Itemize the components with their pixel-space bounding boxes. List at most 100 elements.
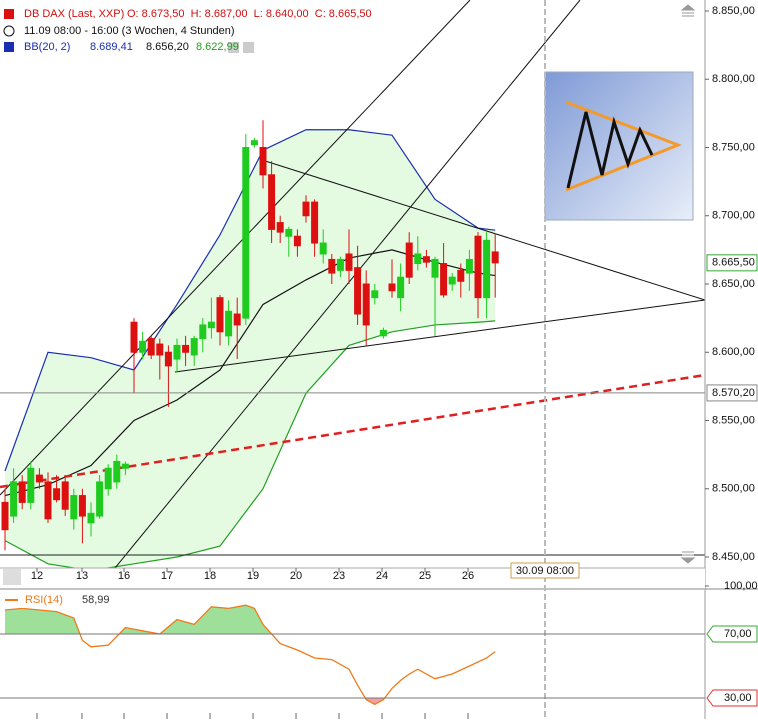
rsi-level-box — [706, 689, 758, 707]
candle-body — [293, 235, 301, 247]
x-tick-label: 25 — [419, 570, 431, 582]
rsi-legend: RSI(14) 58,99 — [0, 592, 130, 608]
candle-body — [35, 474, 43, 483]
legend-background — [0, 2, 262, 56]
x-tick-label: 20 — [290, 570, 302, 582]
date-axis — [0, 568, 705, 590]
thumbnail-box — [544, 71, 694, 221]
legend-background — [0, 592, 130, 608]
price-box-label: 8.665,50 — [712, 257, 755, 269]
price-plot — [0, 0, 705, 568]
candle-body — [362, 283, 370, 326]
y-tick-label: 8.600,00 — [712, 346, 755, 358]
legend-bands: BB(20, 2) — [24, 41, 70, 53]
candle-body — [491, 251, 499, 264]
candle-body — [233, 313, 241, 326]
price-box — [706, 384, 758, 402]
y-tick-label: 8.700,00 — [712, 210, 755, 222]
candle-body — [457, 269, 465, 282]
candle-body — [319, 242, 327, 255]
candles — [1, 120, 499, 551]
triangle-line — [261, 159, 705, 301]
rsi-tick-label: 30,00 — [724, 692, 752, 704]
y-tick-label: 8.850,00 — [712, 5, 755, 17]
candle-body — [311, 201, 319, 244]
legend-box: DB DAX (Last, XXP) O: 8.673,50 H: 8.687,… — [0, 2, 372, 56]
pattern-thumbnail — [544, 71, 694, 221]
candle-body — [302, 201, 310, 217]
rsi-tick-label: 100,00 — [724, 580, 758, 592]
legend-subtitle: 11.09 08:00 - 16:00 (3 Wochen, 4 Stunden… — [24, 25, 235, 37]
candle-body — [156, 343, 164, 356]
channel-line — [0, 0, 471, 496]
rsi-value: 58,99 — [82, 594, 110, 606]
candle-body — [121, 463, 129, 469]
x-tick-label: 17 — [161, 570, 173, 582]
candle-body — [164, 351, 172, 367]
candle-body — [431, 258, 439, 278]
candle-body — [483, 239, 491, 299]
y-tick-label: 8.500,00 — [712, 483, 755, 495]
x-tick-label: 24 — [376, 570, 388, 582]
candle-body — [328, 258, 336, 274]
candle-body — [207, 321, 215, 329]
candle-body — [87, 512, 95, 524]
y-tick-label: 8.450,00 — [712, 551, 755, 563]
candle-body — [422, 256, 430, 263]
candle-body — [250, 140, 258, 146]
candle-body — [354, 267, 362, 315]
candle-body — [397, 276, 405, 299]
band-fill — [5, 129, 496, 568]
candle-body — [173, 344, 181, 360]
candle-body — [1, 501, 9, 531]
x-tick-label: 16 — [118, 570, 130, 582]
candle-body — [27, 467, 35, 503]
candle-body — [276, 222, 284, 233]
candle-body — [259, 147, 267, 176]
candle-body — [113, 460, 121, 483]
close-icon[interactable] — [243, 42, 254, 53]
legend-band-value: 8.656,20 — [146, 41, 189, 53]
rsi-level-box — [706, 625, 758, 643]
candle-body — [242, 147, 250, 319]
legend-band-value: 8.689,41 — [90, 41, 133, 53]
scroll-icon[interactable] — [680, 4, 696, 17]
zoom-icon[interactable] — [3, 569, 21, 585]
candle-body — [440, 263, 448, 296]
x-tick-label: 26 — [462, 570, 474, 582]
candle-body — [216, 297, 224, 333]
legend-icon — [4, 42, 14, 52]
x-tick-label: 12 — [31, 570, 43, 582]
cursor-box — [510, 562, 580, 579]
settings-icon[interactable] — [228, 42, 239, 53]
candle-body — [345, 253, 353, 271]
candle-body — [199, 324, 207, 340]
legend-ohlc: O: 8.673,50 H: 8.687,00 L: 8.640,00 C: 8… — [127, 8, 372, 20]
x-tick-label: 19 — [247, 570, 259, 582]
candle-body — [53, 488, 61, 501]
candle-body — [336, 258, 344, 271]
candle-body — [405, 242, 413, 278]
legend-band-value: 8.622,99 — [196, 41, 239, 53]
legend-icon — [4, 9, 14, 19]
price-box — [706, 254, 758, 272]
y-tick-label: 8.650,00 — [712, 278, 755, 290]
candle-body — [268, 174, 276, 230]
candle-body — [130, 321, 138, 353]
candle-body — [182, 344, 190, 353]
candle-body — [474, 235, 482, 299]
legend-title: DB DAX (Last, XXP) — [24, 8, 124, 20]
overbought-fill — [5, 605, 496, 634]
x-tick-label: 18 — [204, 570, 216, 582]
candle-body — [78, 495, 86, 517]
rsi-title: RSI(14) — [25, 594, 63, 606]
cursor-label: 30.09 08:00 — [516, 565, 574, 577]
candle-body — [70, 495, 78, 520]
candle-body — [388, 283, 396, 292]
scroll-icon[interactable] — [680, 551, 696, 564]
x-tick-label: 13 — [76, 570, 88, 582]
candle-body — [18, 481, 26, 503]
candle-body — [61, 481, 69, 510]
